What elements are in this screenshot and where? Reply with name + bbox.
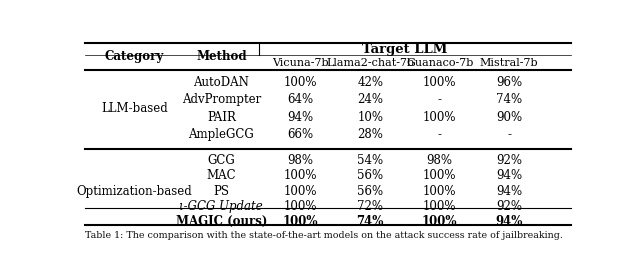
Text: 100%: 100% [423, 185, 456, 198]
Text: Llama2-chat-7b: Llama2-chat-7b [326, 58, 414, 68]
Text: 24%: 24% [357, 93, 383, 106]
Text: Target LLM: Target LLM [362, 43, 447, 55]
Text: Category: Category [105, 50, 164, 63]
Text: 66%: 66% [287, 128, 314, 141]
Text: Optimization-based: Optimization-based [77, 185, 193, 198]
Text: Mistral-7b: Mistral-7b [480, 58, 538, 68]
Text: Table 1: The comparison with the state-of-the-art models on the attack success r: Table 1: The comparison with the state-o… [85, 231, 563, 240]
Text: 92%: 92% [496, 200, 522, 213]
Text: 92%: 92% [496, 154, 522, 167]
Text: 94%: 94% [496, 185, 522, 198]
Text: MAC: MAC [207, 169, 236, 182]
Text: 100%: 100% [423, 200, 456, 213]
Text: 94%: 94% [496, 169, 522, 182]
Text: 100%: 100% [423, 111, 456, 124]
Text: GCG: GCG [207, 154, 236, 167]
Text: 10%: 10% [357, 111, 383, 124]
Text: AmpleGCG: AmpleGCG [189, 128, 254, 141]
Text: 100%: 100% [284, 169, 317, 182]
Text: 54%: 54% [357, 154, 383, 167]
Text: MAGIC (ours): MAGIC (ours) [175, 215, 267, 228]
Text: 100%: 100% [283, 215, 319, 228]
Text: Method: Method [196, 50, 246, 63]
Text: -: - [507, 128, 511, 141]
Text: -: - [438, 128, 442, 141]
Text: 42%: 42% [357, 76, 383, 89]
Text: PAIR: PAIR [207, 111, 236, 124]
Text: 94%: 94% [287, 111, 314, 124]
Text: 100%: 100% [423, 76, 456, 89]
Text: 100%: 100% [284, 76, 317, 89]
Text: 72%: 72% [357, 200, 383, 213]
Text: 56%: 56% [357, 185, 383, 198]
Text: 56%: 56% [357, 169, 383, 182]
Text: 100%: 100% [422, 215, 458, 228]
Text: 100%: 100% [284, 185, 317, 198]
Text: 100%: 100% [284, 200, 317, 213]
Text: 74%: 74% [496, 93, 522, 106]
Text: LLM-based: LLM-based [101, 102, 168, 115]
Text: 74%: 74% [356, 215, 384, 228]
Text: 96%: 96% [496, 76, 522, 89]
Text: AdvPrompter: AdvPrompter [182, 93, 261, 106]
Text: 90%: 90% [496, 111, 522, 124]
Text: ι-GCG Update: ι-GCG Update [179, 200, 263, 213]
Text: 28%: 28% [357, 128, 383, 141]
Text: 100%: 100% [423, 169, 456, 182]
Text: AutoDAN: AutoDAN [193, 76, 250, 89]
Text: 64%: 64% [287, 93, 314, 106]
Text: Guanaco-7b: Guanaco-7b [406, 58, 474, 68]
Text: 98%: 98% [288, 154, 314, 167]
Text: PS: PS [213, 185, 229, 198]
Text: 94%: 94% [495, 215, 523, 228]
Text: 98%: 98% [427, 154, 452, 167]
Text: -: - [438, 93, 442, 106]
Text: Vicuna-7b: Vicuna-7b [273, 58, 329, 68]
